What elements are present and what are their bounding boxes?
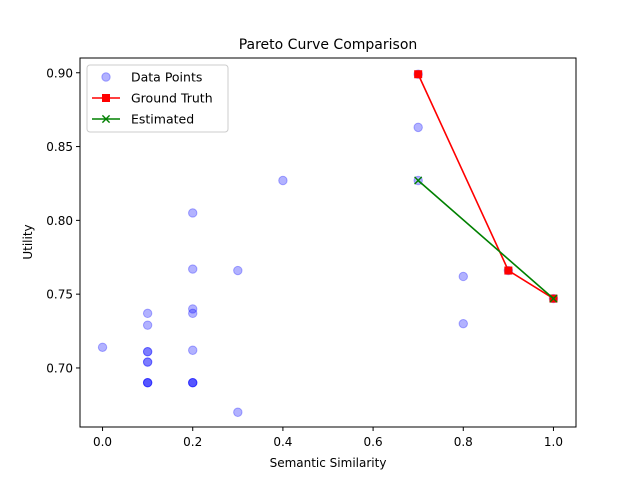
- data-points-point: [142, 378, 153, 388]
- legend-frame: [86, 64, 229, 133]
- data-points-point: [233, 407, 243, 417]
- y-axis-label: Utility: [21, 224, 35, 259]
- data-points-point: [142, 378, 153, 388]
- x-tick-label: 0.8: [454, 435, 473, 449]
- data-points-series: [97, 69, 559, 417]
- x-tick-label: 1.0: [544, 435, 563, 449]
- y-tick-label: 0.75: [46, 288, 73, 302]
- estimated-point: [549, 294, 558, 303]
- data-points-point: [458, 318, 468, 329]
- data-points-point: [97, 342, 108, 352]
- series-group: [97, 69, 559, 417]
- y-tick-label: 0.80: [46, 214, 73, 228]
- plot-frame: [79, 57, 577, 428]
- axis-ticks: 0.0 0.2 0.4 0.6 0.8 1.0 0.70 0.75 0.80 0.85 0.90: [46, 66, 563, 449]
- data-points-point: [188, 304, 198, 314]
- estimated-point: [414, 176, 423, 185]
- legend-label: Ground Truth: [131, 91, 213, 106]
- legend-item-ground-truth: Ground Truth: [92, 91, 213, 106]
- y-tick-label: 0.90: [46, 66, 73, 80]
- legend-label: Data Points: [131, 70, 202, 85]
- x-axis-label: Semantic Similarity: [270, 456, 387, 470]
- ground-truth-point: [414, 70, 423, 79]
- legend: Data Points Ground Truth Estimated: [86, 64, 229, 133]
- estimated-series: [414, 176, 558, 303]
- data-points-point: [233, 265, 243, 276]
- legend-marker-swatch: [102, 94, 110, 102]
- x-tick-label: 0.0: [93, 435, 112, 449]
- data-points-point: [188, 208, 198, 218]
- data-points-point: [458, 271, 468, 282]
- data-points-point: [142, 308, 153, 319]
- legend-marker-swatch: [101, 72, 111, 82]
- estimated-line: [417, 179, 554, 300]
- x-tick-label: 0.4: [273, 435, 292, 449]
- data-points-point: [142, 357, 153, 367]
- data-points-point: [142, 347, 153, 357]
- legend-marker-swatch: [101, 114, 111, 124]
- x-tick-label: 0.6: [364, 435, 383, 449]
- x-tick-label: 0.2: [183, 435, 202, 449]
- data-points-point: [188, 264, 198, 274]
- legend-label: Estimated: [131, 112, 194, 127]
- legend-item-data-points: Data Points: [101, 70, 202, 85]
- data-points-point: [188, 308, 198, 319]
- data-points-point: [278, 175, 288, 186]
- y-tick-label: 0.70: [46, 361, 73, 375]
- y-tick-label: 0.85: [46, 140, 73, 154]
- ground-truth-point: [504, 266, 513, 275]
- data-points-point: [142, 320, 153, 330]
- data-points-point: [142, 378, 153, 388]
- data-points-point: [188, 378, 198, 388]
- data-points-point: [188, 345, 198, 355]
- data-points-point: [142, 357, 153, 367]
- data-points-point: [413, 122, 423, 133]
- data-points-point: [188, 378, 198, 388]
- data-points-point: [188, 378, 198, 388]
- legend-item-estimated: Estimated: [92, 112, 194, 127]
- data-points-point: [142, 347, 153, 357]
- chart-title: Pareto Curve Comparison: [239, 37, 418, 53]
